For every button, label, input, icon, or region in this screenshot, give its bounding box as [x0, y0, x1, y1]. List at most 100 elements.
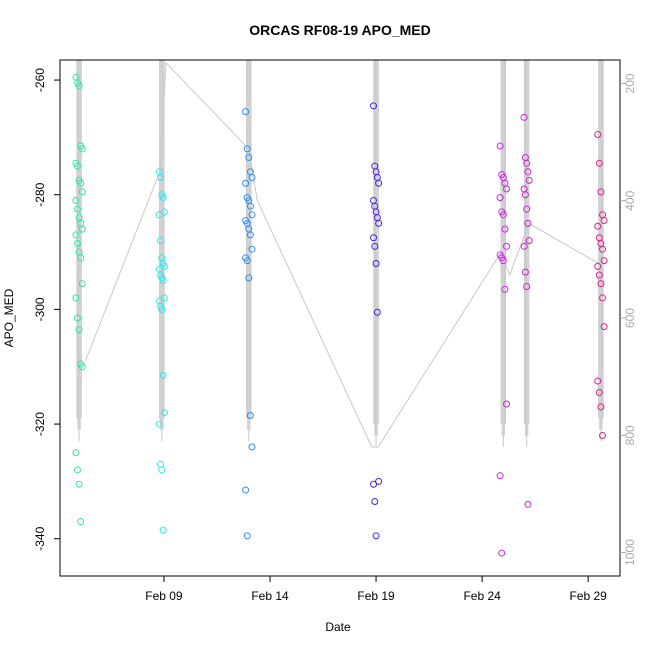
data-point	[72, 231, 80, 239]
data-point	[75, 325, 83, 333]
data-point	[77, 179, 85, 187]
data-point	[595, 271, 603, 279]
data-point	[373, 308, 381, 316]
data-point	[370, 102, 378, 110]
x-tick-label: Feb 09	[145, 589, 183, 603]
data-point	[159, 371, 167, 379]
data-point	[496, 194, 504, 202]
y-tick-label: -340	[33, 526, 47, 550]
data-point	[496, 472, 504, 480]
y2-tick-label: 1000	[623, 539, 637, 566]
data-point	[599, 432, 606, 440]
data-point	[371, 497, 379, 505]
data-point	[74, 466, 81, 474]
data-point	[243, 257, 251, 265]
data-point	[246, 411, 254, 419]
data-point	[72, 449, 80, 457]
data-point	[594, 222, 602, 230]
data-point	[160, 262, 168, 270]
data-point	[248, 443, 256, 451]
y2-tick-label: 800	[623, 425, 637, 445]
data-point	[503, 185, 511, 193]
data-point	[496, 142, 504, 150]
data-point	[160, 294, 168, 302]
data-point	[78, 280, 86, 288]
data-point	[524, 219, 532, 227]
data-point	[600, 323, 608, 331]
data-point	[594, 131, 602, 139]
y2-tick-label: 200	[623, 73, 637, 93]
y2-tick-label: 400	[623, 190, 637, 210]
data-point	[597, 403, 605, 411]
data-point	[78, 188, 86, 196]
data-point	[523, 159, 531, 167]
data-point	[594, 262, 602, 270]
data-point	[520, 242, 528, 250]
y-axis-label: APO_MED	[2, 288, 16, 347]
data-point	[158, 305, 166, 313]
data-point	[372, 532, 380, 540]
data-point	[521, 191, 529, 199]
data-point	[501, 285, 509, 293]
data-point	[77, 254, 85, 262]
data-point	[245, 274, 253, 282]
data-point	[503, 242, 511, 250]
data-point	[597, 188, 605, 196]
data-point	[372, 260, 380, 268]
x-tick-label: Feb 29	[570, 589, 608, 603]
data-point	[159, 277, 167, 285]
data-point	[75, 82, 83, 90]
data-point	[523, 205, 531, 213]
data-point	[74, 205, 81, 213]
data-point	[155, 211, 163, 219]
data-point	[77, 518, 85, 526]
data-point	[242, 108, 250, 116]
connecting-path	[84, 61, 600, 448]
data-point	[242, 486, 250, 494]
data-point	[159, 526, 167, 534]
data-point	[599, 245, 606, 253]
data-point	[525, 237, 533, 245]
data-point	[78, 225, 86, 233]
data-point	[600, 217, 608, 225]
y-tick-label: -280	[33, 182, 47, 206]
data-point	[157, 460, 165, 468]
data-point	[75, 480, 83, 488]
data-point	[78, 145, 86, 153]
data-point	[243, 145, 251, 153]
data-point	[160, 208, 168, 216]
data-points	[72, 73, 608, 557]
data-point	[599, 294, 606, 302]
data-point	[248, 211, 256, 219]
y-tick-label: -300	[33, 297, 47, 321]
data-point	[521, 268, 529, 276]
data-point	[246, 231, 254, 239]
plot-frame	[59, 59, 621, 577]
x-tick-label: Feb 14	[251, 589, 289, 603]
data-point	[72, 294, 80, 302]
data-point	[523, 282, 531, 290]
data-point	[72, 196, 80, 204]
data-point	[524, 500, 532, 508]
data-point	[498, 549, 506, 557]
data-point	[160, 409, 168, 417]
data-point	[243, 532, 251, 540]
x-axis-label: Date	[325, 620, 351, 634]
data-point	[155, 420, 163, 428]
data-point	[248, 245, 256, 253]
data-point	[157, 174, 165, 182]
data-point	[78, 363, 86, 371]
data-point	[370, 234, 378, 242]
x-tick-label: Feb 19	[357, 589, 395, 603]
data-point	[499, 211, 507, 219]
x-axis: Feb 09 Feb 14 Feb 19 Feb 24 Feb 29	[145, 576, 607, 603]
data-point	[600, 257, 608, 265]
chart-title: ORCAS RF08-19 APO_MED	[249, 22, 431, 38]
data-point	[74, 239, 81, 247]
data-point	[375, 179, 383, 187]
data-point	[74, 314, 81, 322]
data-point	[520, 113, 528, 121]
y-tick-label: -260	[33, 68, 47, 92]
y-axis: -340 -320 -300 -280 -260	[33, 68, 60, 551]
